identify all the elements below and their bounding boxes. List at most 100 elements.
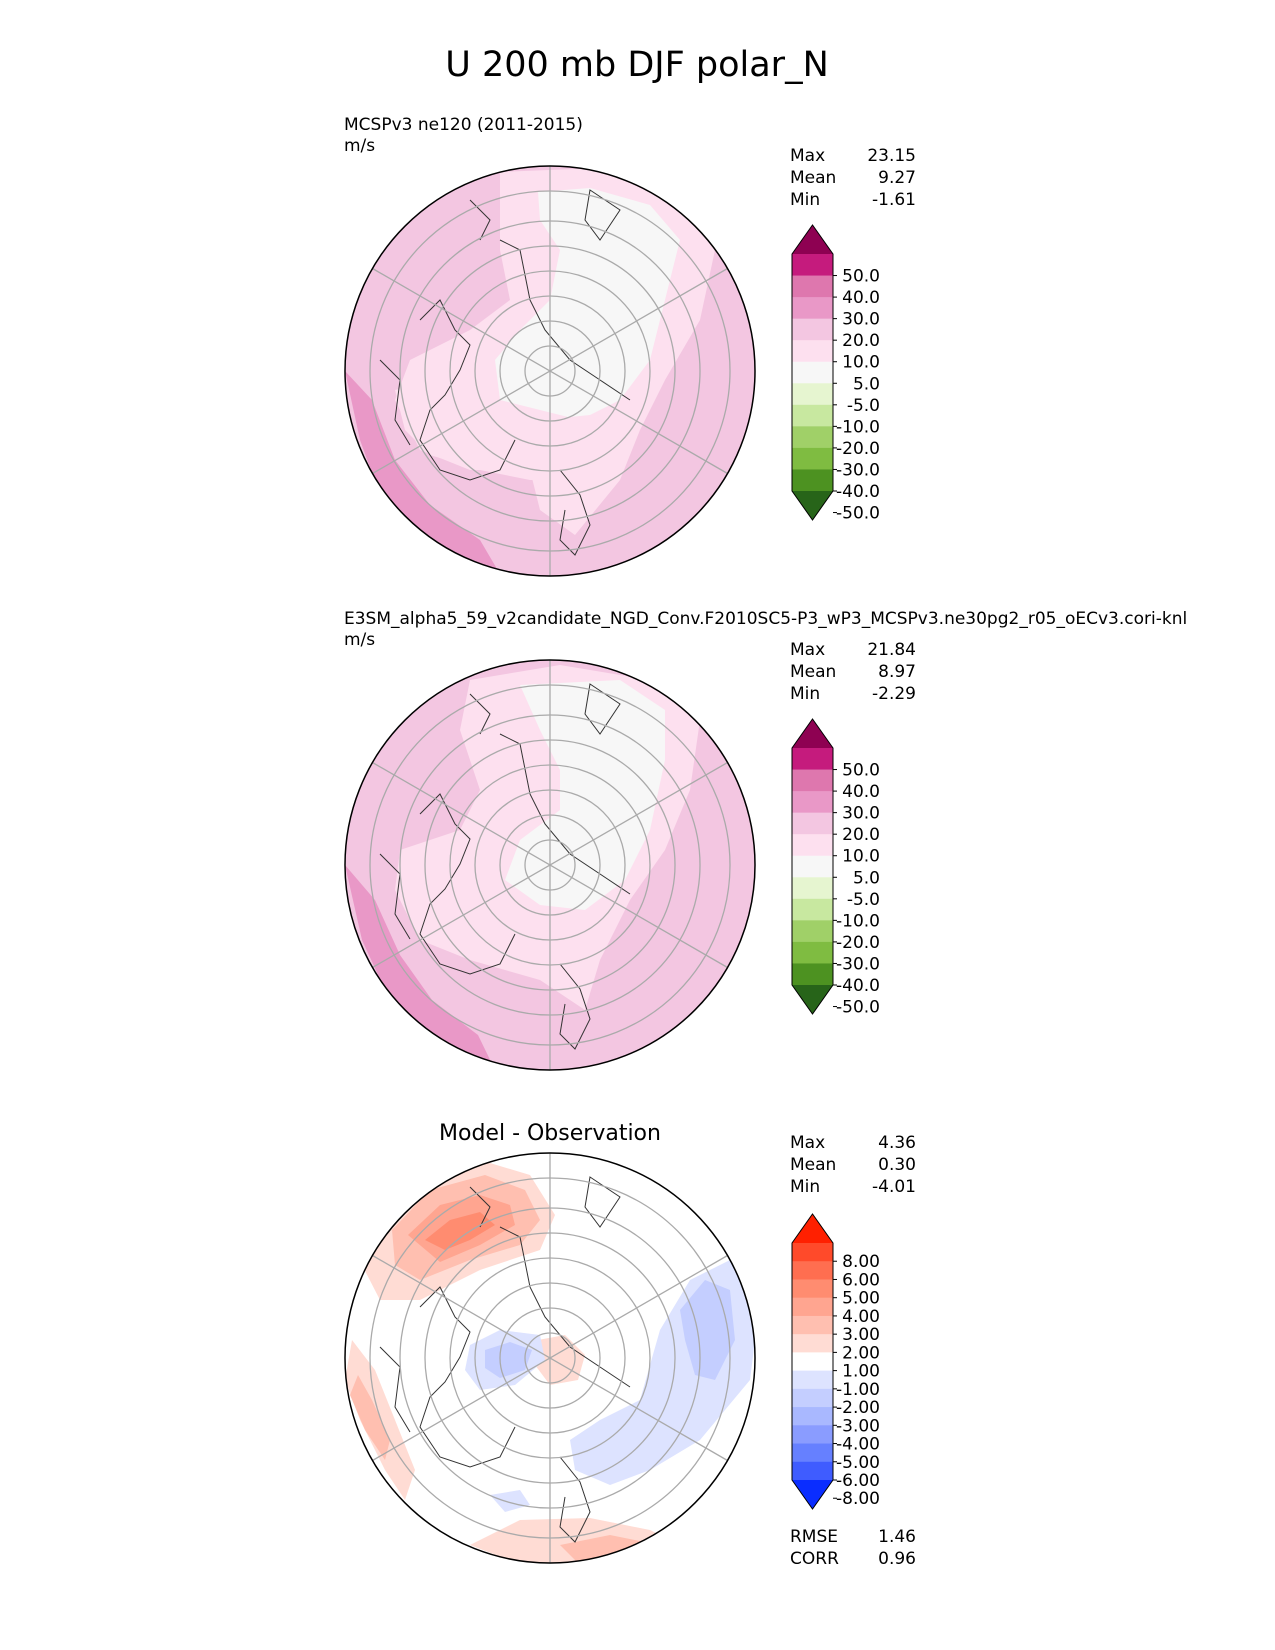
colorbar-swatch (792, 748, 833, 771)
colorbar-extend-min (792, 491, 833, 520)
panel-test: MCSPv3 ne120 (2011-2015) m/s Max (344, 115, 916, 577)
colorbar-swatch (792, 275, 833, 298)
colorbar-swatch (792, 920, 833, 943)
metric-value: 0.96 (878, 1549, 916, 1569)
colorbar-tick-label: -30.0 (836, 954, 880, 974)
stat-value: 9.27 (878, 168, 916, 188)
colorbar-swatch (792, 1279, 833, 1299)
colorbar-swatch (792, 941, 833, 965)
colorbar-tick-label: 40.0 (842, 782, 880, 802)
stat-value: 21.84 (867, 640, 916, 660)
colorbar-tick-label: 5.0 (853, 374, 880, 394)
contour-fill-neg2-neg3 (680, 1280, 735, 1380)
colorbar-tick-label: 8.00 (842, 1252, 880, 1272)
stat-label: Min (790, 684, 820, 704)
contour-fill-neg1-neg2-c (490, 1490, 530, 1512)
colorbar-extend-max (792, 719, 833, 748)
panel-reference-title: E3SM_alpha5_59_v2candidate_NGD_Conv.F201… (344, 609, 1187, 629)
stat-value: -2.29 (872, 684, 916, 704)
colorbar-swatch (792, 361, 833, 384)
colorbar-swatch (792, 1461, 833, 1481)
colorbar-swatch (792, 426, 833, 449)
panel-reference: E3SM_alpha5_59_v2candidate_NGD_Conv.F201… (344, 609, 1187, 1071)
colorbar-tick-label: 30.0 (842, 310, 880, 330)
stat-value: -4.01 (872, 1177, 916, 1197)
stat-label: Max (790, 1133, 825, 1153)
colorbar-swatch (792, 877, 833, 900)
colorbar-tick-label: -3.00 (836, 1416, 880, 1436)
colorbar-tick-label: -40.0 (836, 976, 880, 996)
colorbar-extend-max (792, 1214, 833, 1243)
panel-reference-units: m/s (344, 630, 375, 650)
colorbar-tick-label: 30.0 (842, 804, 880, 824)
colorbar-tick-label: -8.00 (836, 1489, 880, 1509)
panel-reference-colorbar: 50.040.030.020.010.05.0-5.0-10.0-20.0-30… (791, 718, 880, 1018)
colorbar-tick-label: -20.0 (836, 933, 880, 953)
colorbar-tick-label: 10.0 (842, 353, 880, 373)
panel-difference-title: Model - Observation (439, 1121, 661, 1146)
colorbar-tick-label: 5.0 (853, 868, 880, 888)
graticule (369, 166, 731, 576)
colorbar-swatch (792, 769, 833, 792)
colorbar-tick-label: 40.0 (842, 288, 880, 308)
stat-value: 0.30 (878, 1155, 916, 1175)
colorbar-tick-label: -10.0 (836, 911, 880, 931)
stat-label: Mean (790, 168, 836, 188)
colorbar-tick-label: -40.0 (836, 482, 880, 502)
colorbar-swatch (792, 383, 833, 406)
colorbar-tick-label: -2.00 (836, 1398, 880, 1418)
colorbar-extend-max (792, 225, 833, 254)
contour-fill-neg5-5 (505, 680, 665, 910)
colorbar-swatch (792, 318, 833, 341)
colorbar-swatch (792, 447, 833, 471)
colorbar-tick-label: 2.00 (842, 1343, 880, 1363)
colorbar-tick-label: -30.0 (836, 460, 880, 480)
colorbar-swatch (792, 340, 833, 363)
colorbar-tick-label: -10.0 (836, 417, 880, 437)
panel-test-title: MCSPv3 ne120 (2011-2015) (344, 115, 583, 135)
colorbar-swatch (792, 1370, 833, 1390)
panel-difference-colorbar: 8.006.005.004.003.002.001.00-1.00-2.00-3… (791, 1213, 880, 1510)
colorbar-tick-label: -50.0 (836, 998, 880, 1018)
colorbar-swatch (792, 834, 833, 857)
panel-test-stats: Max 23.15 Mean 9.27 Min -1.61 (790, 146, 916, 210)
contour-fill-5-10-b (395, 380, 600, 480)
stat-value: -1.61 (872, 190, 916, 210)
colorbar-tick-label: -4.00 (836, 1435, 880, 1455)
colorbar-swatch (792, 1297, 833, 1317)
colorbar-swatch (792, 963, 833, 986)
metric-label: RMSE (790, 1527, 838, 1547)
colorbar-swatch (792, 812, 833, 835)
stat-value: 23.15 (867, 146, 916, 166)
colorbar-swatch (792, 1261, 833, 1281)
colorbar-tick-label: 3.00 (842, 1325, 880, 1345)
colorbar-swatch (792, 1388, 833, 1408)
colorbar-tick-label: 5.00 (842, 1289, 880, 1309)
panel-test-colorbar: 50.040.030.020.010.05.0-5.0-10.0-20.0-30… (791, 224, 880, 524)
colorbar-tick-label: 20.0 (842, 825, 880, 845)
colorbar-tick-label: -20.0 (836, 439, 880, 459)
panel-difference-stats: Max 4.36 Mean 0.30 Min -4.01 (790, 1133, 916, 1197)
stat-label: Mean (790, 1155, 836, 1175)
colorbar-tick-label: 10.0 (842, 847, 880, 867)
colorbar-tick-label: 6.00 (842, 1270, 880, 1290)
stat-value: 4.36 (878, 1133, 916, 1153)
metric-label: CORR (790, 1549, 839, 1569)
colorbar-tick-label: 20.0 (842, 331, 880, 351)
graticule (369, 1153, 731, 1563)
stat-label: Max (790, 640, 825, 660)
colorbar-tick-label: 4.00 (842, 1307, 880, 1327)
colorbar-swatch (792, 404, 833, 427)
colorbar-swatch (792, 1334, 833, 1353)
colorbar-tick-label: 50.0 (842, 267, 880, 287)
colorbar-swatch (792, 855, 833, 878)
panel-reference-stats: Max 21.84 Mean 8.97 Min -2.29 (790, 640, 916, 704)
metric-value: 1.46 (878, 1527, 916, 1547)
colorbar-swatch (792, 1425, 833, 1445)
colorbar-swatch (792, 297, 833, 320)
colorbar-tick-label: -5.0 (847, 396, 880, 416)
colorbar-tick-label: 50.0 (842, 761, 880, 781)
stat-label: Max (790, 146, 825, 166)
panel-difference: Model - Observation (344, 1121, 916, 1569)
